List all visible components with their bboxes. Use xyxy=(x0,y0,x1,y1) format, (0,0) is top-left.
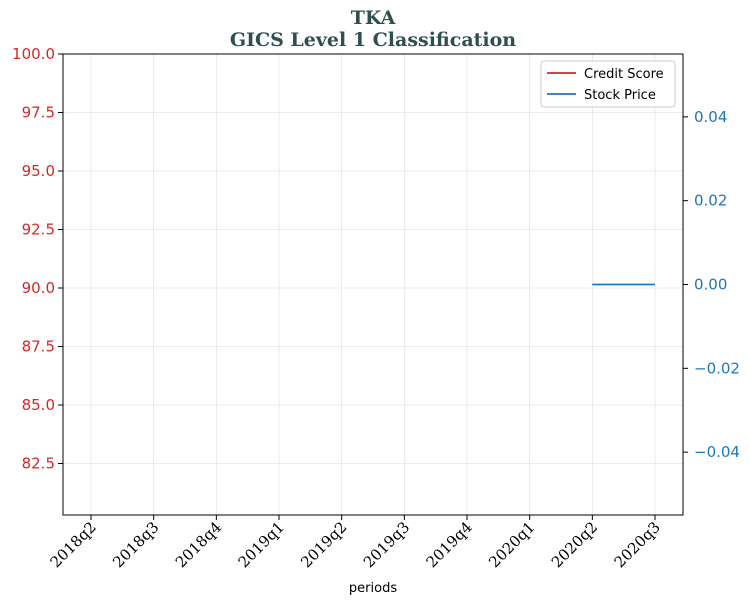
right-tick-label: 0.02 xyxy=(694,192,727,210)
plot-frame xyxy=(62,53,684,516)
legend: Credit Score Stock Price xyxy=(540,60,676,108)
left-axis: 82.5 85.0 87.5 90.0 92.5 95.0 97.5 100.0 xyxy=(12,45,63,473)
x-tick-label: 2019q2 xyxy=(297,518,350,571)
legend-label: Stock Price xyxy=(584,88,656,103)
chart-subtitle: GICS Level 1 Classification xyxy=(230,29,516,51)
x-axis-label: periods xyxy=(349,581,397,596)
x-tick-label: 2018q2 xyxy=(47,518,100,571)
legend-label: Credit Score xyxy=(584,67,664,82)
left-tick-label: 100.0 xyxy=(12,45,55,63)
left-tick-label: 82.5 xyxy=(22,455,55,473)
right-tick-label: −0.02 xyxy=(694,359,740,377)
x-tick-label: 2020q1 xyxy=(485,518,538,571)
x-tick-label: 2019q4 xyxy=(423,518,476,571)
right-tick-label: 0.00 xyxy=(694,276,727,294)
chart-title: TKA xyxy=(351,7,396,29)
x-axis: 2018q2 2018q3 2018q4 2019q1 2019q2 2019q3 2019… xyxy=(47,515,664,571)
left-tick-label: 92.5 xyxy=(22,221,55,239)
left-tick-label: 87.5 xyxy=(22,338,55,356)
left-tick-label: 97.5 xyxy=(22,104,55,122)
right-tick-label: 0.04 xyxy=(694,108,727,126)
x-tick-label: 2019q3 xyxy=(360,518,413,571)
x-tick-label: 2018q3 xyxy=(109,518,162,571)
x-tick-label: 2020q3 xyxy=(611,518,664,571)
grid xyxy=(63,53,683,515)
x-tick-label: 2020q2 xyxy=(548,518,601,571)
left-tick-label: 85.0 xyxy=(22,396,55,414)
x-tick-label: 2018q4 xyxy=(172,518,225,571)
left-tick-label: 90.0 xyxy=(22,279,55,297)
x-tick-label: 2019q1 xyxy=(235,518,288,571)
right-tick-label: −0.04 xyxy=(694,443,740,461)
left-tick-label: 95.0 xyxy=(22,162,55,180)
right-axis: −0.04 −0.02 0.00 0.02 0.04 xyxy=(683,108,740,461)
